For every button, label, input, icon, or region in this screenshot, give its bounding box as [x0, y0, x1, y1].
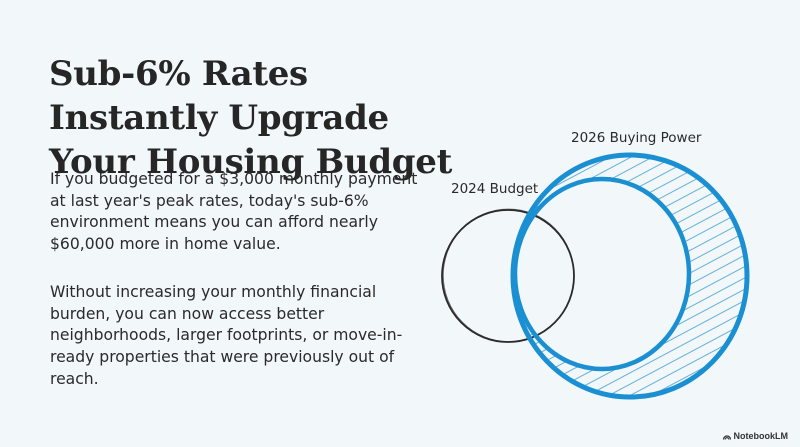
body-paragraph-2: Without increasing your monthly financia…	[50, 283, 403, 388]
notebooklm-watermark: NotebookLM	[722, 431, 789, 441]
label-2024-budget: 2024 Budget	[451, 181, 539, 197]
label-2026-buying-power: 2026 Buying Power	[571, 130, 702, 146]
notebooklm-logo-icon	[722, 434, 731, 440]
budget-2024-circle	[441, 208, 575, 343]
body-paragraph-1: If you budgeted for a $3,000 monthly pay…	[50, 170, 418, 254]
slide-title: Sub-6% Rates Instantly Upgrade Your Hous…	[49, 54, 453, 182]
buying-power-gain-region	[513, 155, 747, 397]
watermark-text: NotebookLM	[733, 431, 789, 441]
buying-power-2026-inner-circle	[512, 176, 692, 372]
